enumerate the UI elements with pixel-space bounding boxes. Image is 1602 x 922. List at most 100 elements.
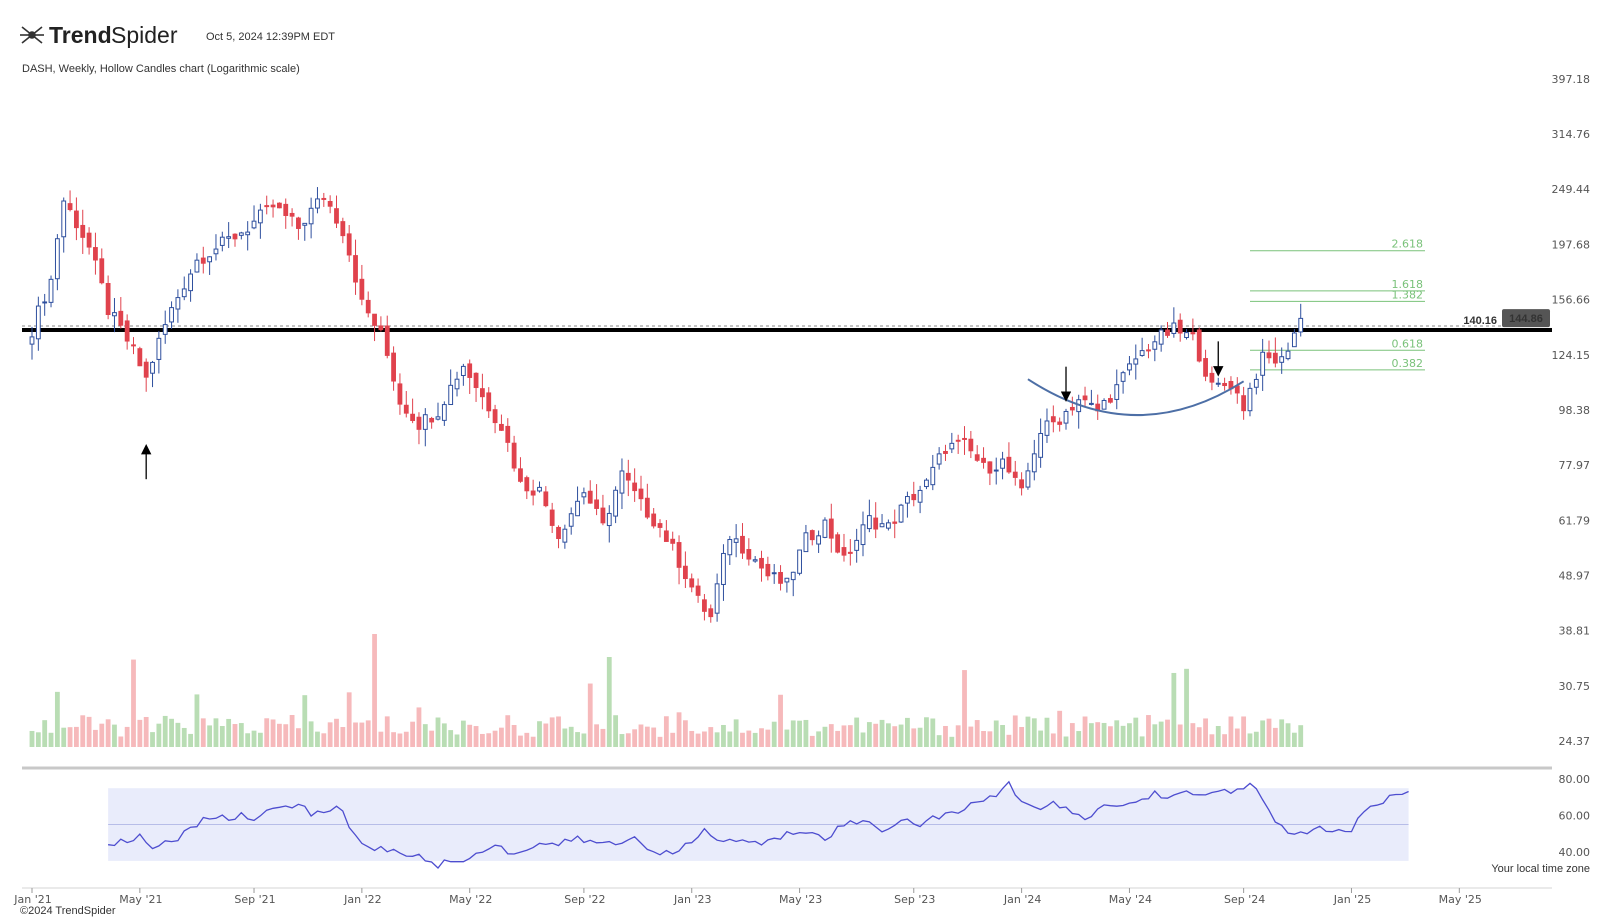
candle-up [898,504,904,523]
brand-name-light: Spider [111,22,178,48]
volume-bar [1082,716,1088,747]
candle-down [505,425,511,443]
candle-down [499,423,504,431]
volume-bar [112,724,117,747]
candle-up [448,384,454,406]
volume-bar [524,732,530,747]
candle-up [575,500,580,517]
volume-bar [1101,722,1107,747]
candle-down [1222,382,1228,387]
candle-up [245,231,251,236]
candle-down [276,202,282,209]
volume-bar [74,726,79,747]
candle-up [885,522,891,529]
rsi-panel[interactable]: 80.00 60.00 40.00 [108,773,1590,869]
volume-bar [131,659,136,747]
volume-bar [1012,715,1018,747]
volume-bar [1031,718,1037,747]
volume-bar [917,727,923,747]
price-tick-label: 61.79 [1559,514,1591,527]
candle-down [346,233,352,256]
volume-bar [1184,668,1189,747]
candle-down [283,203,289,216]
candle-up [29,336,35,345]
volume-bar [581,733,587,747]
candle-up [238,232,244,236]
volume-bar [1095,722,1101,747]
candle-up [181,288,187,298]
volume-bar [619,734,625,747]
volume-bar [1088,723,1094,747]
volume-bar [486,733,492,747]
volume-bar [42,720,48,747]
candle-up [752,559,758,562]
candle-up [435,416,441,420]
price-tick-label: 197.68 [1552,238,1591,251]
candle-up [454,378,460,390]
candle-down [296,217,301,229]
time-tick-label: Jan '24 [1003,893,1041,906]
volume-bar [1196,727,1202,747]
candle-up [771,572,777,575]
candle-down [1266,352,1272,359]
time-tick-label: May '24 [1109,893,1152,906]
candle-down [137,348,143,367]
candle-up [1133,358,1139,365]
candle-down [549,509,555,526]
candle-down [334,208,339,224]
candle-down [892,521,898,524]
volume-bar [48,732,54,747]
volume-bar [1006,734,1012,747]
candle-up [613,489,619,517]
candle-down [765,563,771,577]
volume-bar [968,726,974,747]
volume-bar [1050,733,1056,747]
volume-bar [644,726,650,747]
candle-up [1114,384,1120,400]
volume-bar [283,724,289,747]
volume-bar [1234,728,1240,747]
candle-down [1006,456,1012,473]
candle-down [99,258,105,284]
volume-bar [378,731,384,747]
price-tick-label: 249.44 [1552,183,1591,196]
candle-up [112,312,117,317]
volume-bar [638,724,644,747]
candle-down [1203,358,1208,377]
volume-bar [1044,717,1050,747]
volume-bar [29,730,35,747]
volume-bar [714,732,720,747]
time-tick-label: Sep '22 [564,893,605,906]
volume-bar [86,716,92,747]
candle-down [778,571,783,584]
candle-up [48,278,54,303]
candle-down [80,224,86,238]
time-tick-label: Jan '21 [13,893,51,906]
volume-bar [384,716,390,747]
volume-bar [1272,727,1278,747]
candle-down [93,247,98,261]
volume-bar [987,731,993,747]
volume-bar [1069,723,1075,747]
candle-up [1000,458,1005,469]
volume-bar [1228,716,1234,747]
volume-bar [232,724,238,747]
candle-down [511,442,517,469]
fib-level-label: 0.618 [1392,337,1424,350]
volume-bar [746,730,752,747]
time-tick-label: Sep '21 [234,893,275,906]
volume-bar [765,729,771,747]
candle-up [606,512,612,527]
candle-down [987,461,993,474]
volume-bar [1285,723,1291,747]
volume-bar [1209,734,1215,747]
candle-up [1260,351,1266,376]
candle-down [1050,416,1056,423]
candle-up [156,337,162,360]
volume-bar [1158,721,1164,747]
last-price-badge-bg [1502,309,1550,328]
timezone-note: Your local time zone [1491,863,1590,875]
volume-bar [860,732,866,747]
volume-bar [974,720,980,747]
